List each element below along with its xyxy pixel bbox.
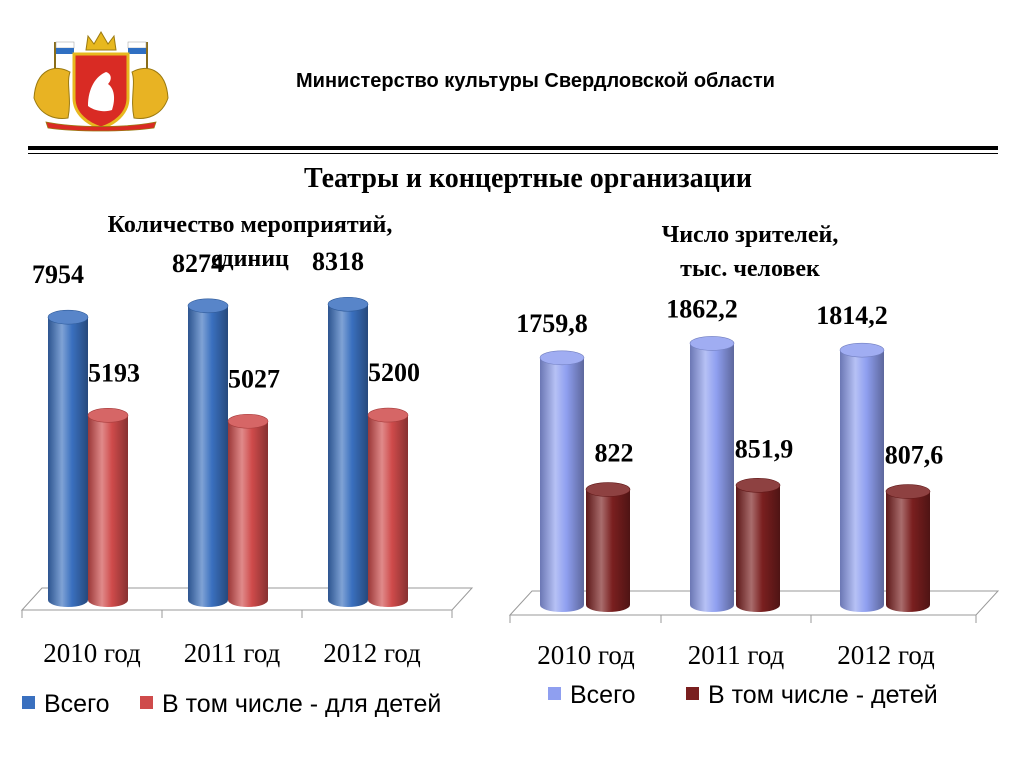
- emblem-logo: [26, 28, 176, 132]
- bar-cap: [539, 350, 585, 366]
- chart-1-legend-label: В том числе - для детей: [162, 690, 441, 718]
- chart-2-x-tick-label: 2012 год: [837, 640, 935, 670]
- header-divider-thin: [28, 153, 998, 154]
- bar-body: [690, 343, 734, 612]
- chart-1-bar: [187, 298, 229, 607]
- left-chart-title-line1: Количество мероприятий,: [107, 212, 393, 238]
- chart-2-bar: [735, 478, 781, 612]
- left-chart-title: Количество мероприятий, единиц: [40, 208, 460, 276]
- right-chart-title-line1: Число зрителей,: [661, 222, 839, 248]
- chart-1-legend-swatch: [140, 696, 153, 709]
- chart-1-bar: [227, 413, 269, 607]
- chart-2-data-label: 851,9: [735, 434, 794, 463]
- bar-cap: [47, 309, 89, 325]
- bar-cap: [885, 484, 931, 499]
- chart-2-bar: [885, 484, 931, 612]
- chart-2-bar: [539, 350, 585, 612]
- ministry-title: Министерство культуры Свердловской облас…: [296, 70, 775, 92]
- chart-2-legend-swatch: [686, 687, 699, 700]
- bar-cap: [367, 407, 409, 423]
- chart-1-bar: [47, 309, 89, 607]
- chart-2-data-label: 1862,2: [666, 294, 738, 323]
- bar-cap: [585, 482, 631, 497]
- chart-2-x-tick-label: 2011 год: [688, 640, 785, 670]
- bar-body: [368, 415, 408, 607]
- bar-body: [736, 485, 780, 612]
- chart-2-bar: [839, 342, 885, 612]
- chart-1-x-tick-label: 2012 год: [323, 638, 421, 668]
- right-chart-title: Число зрителей, тыс. человек: [540, 218, 960, 286]
- chart-1-bar: [327, 296, 369, 607]
- chart-2-legend-label: Всего: [570, 681, 636, 709]
- header-divider: [28, 146, 998, 150]
- chart-1-data-label: 7954: [32, 260, 84, 289]
- bar-cap: [839, 342, 885, 358]
- chart-2-legend-swatch: [548, 687, 561, 700]
- chart-2-data-label: 1759,8: [516, 309, 588, 338]
- chart-2-data-label: 1814,2: [816, 301, 888, 330]
- bar-cap: [227, 413, 269, 429]
- bar-body: [586, 489, 630, 612]
- chart-1-data-label: 8274: [172, 249, 224, 278]
- chart-1-data-label: 5200: [368, 358, 420, 387]
- chart-1-legend-swatch: [22, 696, 35, 709]
- bar-body: [188, 305, 228, 607]
- bar-body: [228, 421, 268, 607]
- chart-2-x-tick-label: 2010 год: [537, 640, 635, 670]
- bar-body: [328, 304, 368, 607]
- chart-2-bar: [585, 482, 631, 612]
- chart-1-bar: [87, 408, 129, 607]
- chart-1-data-label: 8318: [312, 247, 364, 276]
- chart-1-data-label: 5027: [228, 364, 280, 393]
- chart-1-x-tick-label: 2011 год: [184, 638, 281, 668]
- bar-body: [48, 317, 88, 607]
- chart-1-legend-label: Всего: [44, 690, 110, 718]
- bar-body: [886, 491, 930, 612]
- chart-2-bar: [689, 336, 735, 612]
- chart-2-legend-label: В том числе - детей: [708, 681, 938, 709]
- chart-1-bar: [367, 407, 409, 607]
- bar-cap: [327, 296, 369, 312]
- bar-cap: [689, 336, 735, 351]
- bar-body: [840, 350, 884, 612]
- chart-2-data-label: 807,6: [885, 441, 944, 470]
- chart-1-x-tick-label: 2010 год: [43, 638, 141, 668]
- right-chart-title-line2: тыс. человек: [680, 256, 820, 282]
- page-title: Театры и концертные организации: [303, 163, 752, 194]
- chart-2-data-label: 822: [595, 439, 634, 468]
- bar-body: [540, 357, 584, 612]
- bar-cap: [735, 478, 781, 493]
- chart-1-data-label: 5193: [88, 358, 140, 387]
- coat-of-arms-icon: [33, 31, 169, 132]
- bar-cap: [187, 298, 229, 314]
- bar-body: [88, 415, 128, 607]
- left-chart-title-line2: единиц: [211, 246, 289, 272]
- bar-cap: [87, 408, 129, 423]
